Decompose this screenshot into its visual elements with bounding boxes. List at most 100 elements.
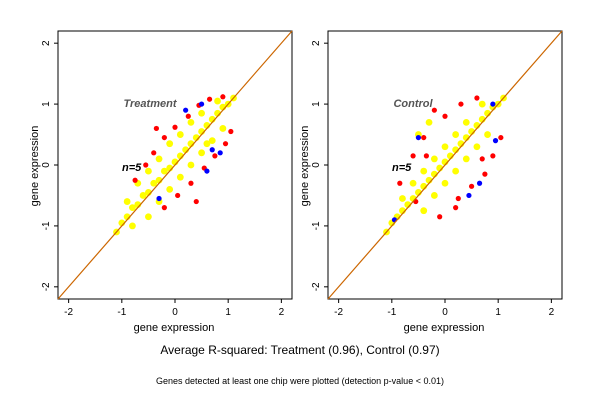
- data-point-yellow: [198, 109, 205, 117]
- data-point-blue: [466, 192, 472, 199]
- data-point-blue: [476, 180, 483, 186]
- data-point-yellow: [409, 179, 417, 187]
- data-point-red: [193, 198, 199, 205]
- data-point-red: [185, 113, 191, 119]
- data-point-yellow: [430, 155, 438, 163]
- data-point-red: [468, 183, 475, 189]
- data-point-red: [151, 150, 157, 156]
- data-point-red: [132, 177, 138, 183]
- sample-size-label: n=5: [122, 162, 142, 174]
- data-point-yellow: [441, 179, 449, 187]
- data-point-yellow: [430, 192, 438, 199]
- reference-line: [327, 30, 563, 300]
- y-tick-label: 1: [311, 101, 322, 107]
- y-tick-label: 2: [41, 40, 52, 46]
- data-point-red: [423, 153, 429, 159]
- data-point-red: [455, 195, 461, 202]
- x-tick-label: 0: [442, 307, 448, 318]
- data-point-yellow: [187, 118, 195, 126]
- x-axis-label: gene expression: [404, 322, 485, 334]
- data-point-red: [458, 101, 464, 107]
- data-point-red: [442, 113, 448, 119]
- y-tick-label: 1: [41, 101, 52, 107]
- data-point-red: [421, 134, 427, 141]
- y-tick-label: 2: [311, 40, 322, 46]
- data-point-blue: [183, 107, 189, 113]
- data-point-yellow: [129, 204, 136, 212]
- data-point-yellow: [399, 195, 406, 202]
- data-point-yellow: [129, 222, 136, 230]
- data-point-red: [397, 180, 403, 186]
- y-axis-label: gene expression: [299, 126, 311, 207]
- data-point-yellow: [420, 167, 428, 175]
- data-point-blue: [492, 138, 499, 144]
- data-point-yellow: [145, 167, 152, 175]
- data-point-yellow: [473, 143, 481, 151]
- figure-footnote: Genes detected at least one chip were pl…: [156, 376, 444, 386]
- data-point-yellow: [425, 118, 433, 126]
- data-point-red: [143, 162, 149, 168]
- data-point-red: [212, 153, 218, 159]
- data-point-yellow: [176, 173, 184, 181]
- data-point-yellow: [214, 97, 221, 105]
- data-point-yellow: [208, 137, 216, 145]
- data-point-yellow: [155, 155, 163, 163]
- data-point-yellow: [420, 207, 428, 215]
- data-point-red: [453, 205, 459, 211]
- control-panel: -2 -1 0 1 2 -2 -1 0 1 2 Control n=5 gene expressi…: [299, 30, 563, 334]
- x-tick-label: 2: [279, 307, 285, 318]
- data-point-yellow: [187, 161, 195, 169]
- x-tick-label: 1: [495, 307, 501, 318]
- data-point-red: [498, 134, 504, 141]
- data-point-yellow: [139, 192, 147, 199]
- x-tick-label: 2: [549, 307, 555, 318]
- x-tick-label: -1: [117, 307, 126, 318]
- axis-ticks: -2 -1 0 1 2 -2 -1 0 1 2: [41, 40, 285, 318]
- data-point-yellow: [166, 185, 174, 193]
- x-axis-label: gene expression: [134, 322, 215, 334]
- data-point-yellow: [123, 198, 131, 205]
- data-point-red: [479, 156, 485, 162]
- data-point-blue: [209, 147, 215, 153]
- data-point-blue: [217, 150, 223, 156]
- x-tick-label: -2: [64, 307, 73, 318]
- panel-title: Treatment: [124, 98, 178, 110]
- x-tick-label: 0: [172, 307, 178, 318]
- y-tick-label: -1: [311, 221, 322, 230]
- x-tick-label: -2: [334, 307, 343, 318]
- data-point-yellow: [198, 149, 205, 157]
- data-point-blue: [204, 168, 210, 174]
- data-point-red: [161, 134, 167, 141]
- data-point-yellow: [203, 140, 211, 148]
- y-tick-label: -1: [41, 221, 52, 230]
- data-point-yellow: [166, 140, 174, 148]
- data-point-red: [474, 95, 480, 101]
- data-point-yellow: [484, 131, 491, 138]
- data-point-red: [228, 128, 234, 135]
- data-point-red: [161, 205, 167, 211]
- data-point-yellow: [478, 100, 486, 108]
- y-tick-label: 0: [41, 162, 52, 168]
- scatter-points: [113, 94, 237, 236]
- figure-caption: Average R-squared: Treatment (0.96), Con…: [160, 343, 440, 357]
- data-point-red: [482, 171, 488, 177]
- y-tick-label: -2: [311, 282, 322, 291]
- x-tick-label: -1: [387, 307, 396, 318]
- panel-title: Control: [393, 98, 433, 110]
- data-point-red: [410, 153, 416, 159]
- data-point-red: [490, 153, 496, 159]
- data-point-red: [222, 141, 229, 147]
- data-point-yellow: [219, 125, 227, 132]
- data-point-yellow: [452, 167, 460, 175]
- data-point-yellow: [176, 131, 184, 138]
- data-point-red: [175, 192, 181, 199]
- data-point-red: [153, 125, 159, 132]
- data-point-yellow: [462, 155, 470, 163]
- data-point-red: [437, 214, 443, 220]
- data-point-blue: [198, 101, 205, 107]
- sample-size-label: n=5: [392, 162, 412, 174]
- y-axis-label: gene expression: [29, 126, 41, 207]
- data-point-yellow: [441, 143, 449, 151]
- x-tick-label: 1: [225, 307, 231, 318]
